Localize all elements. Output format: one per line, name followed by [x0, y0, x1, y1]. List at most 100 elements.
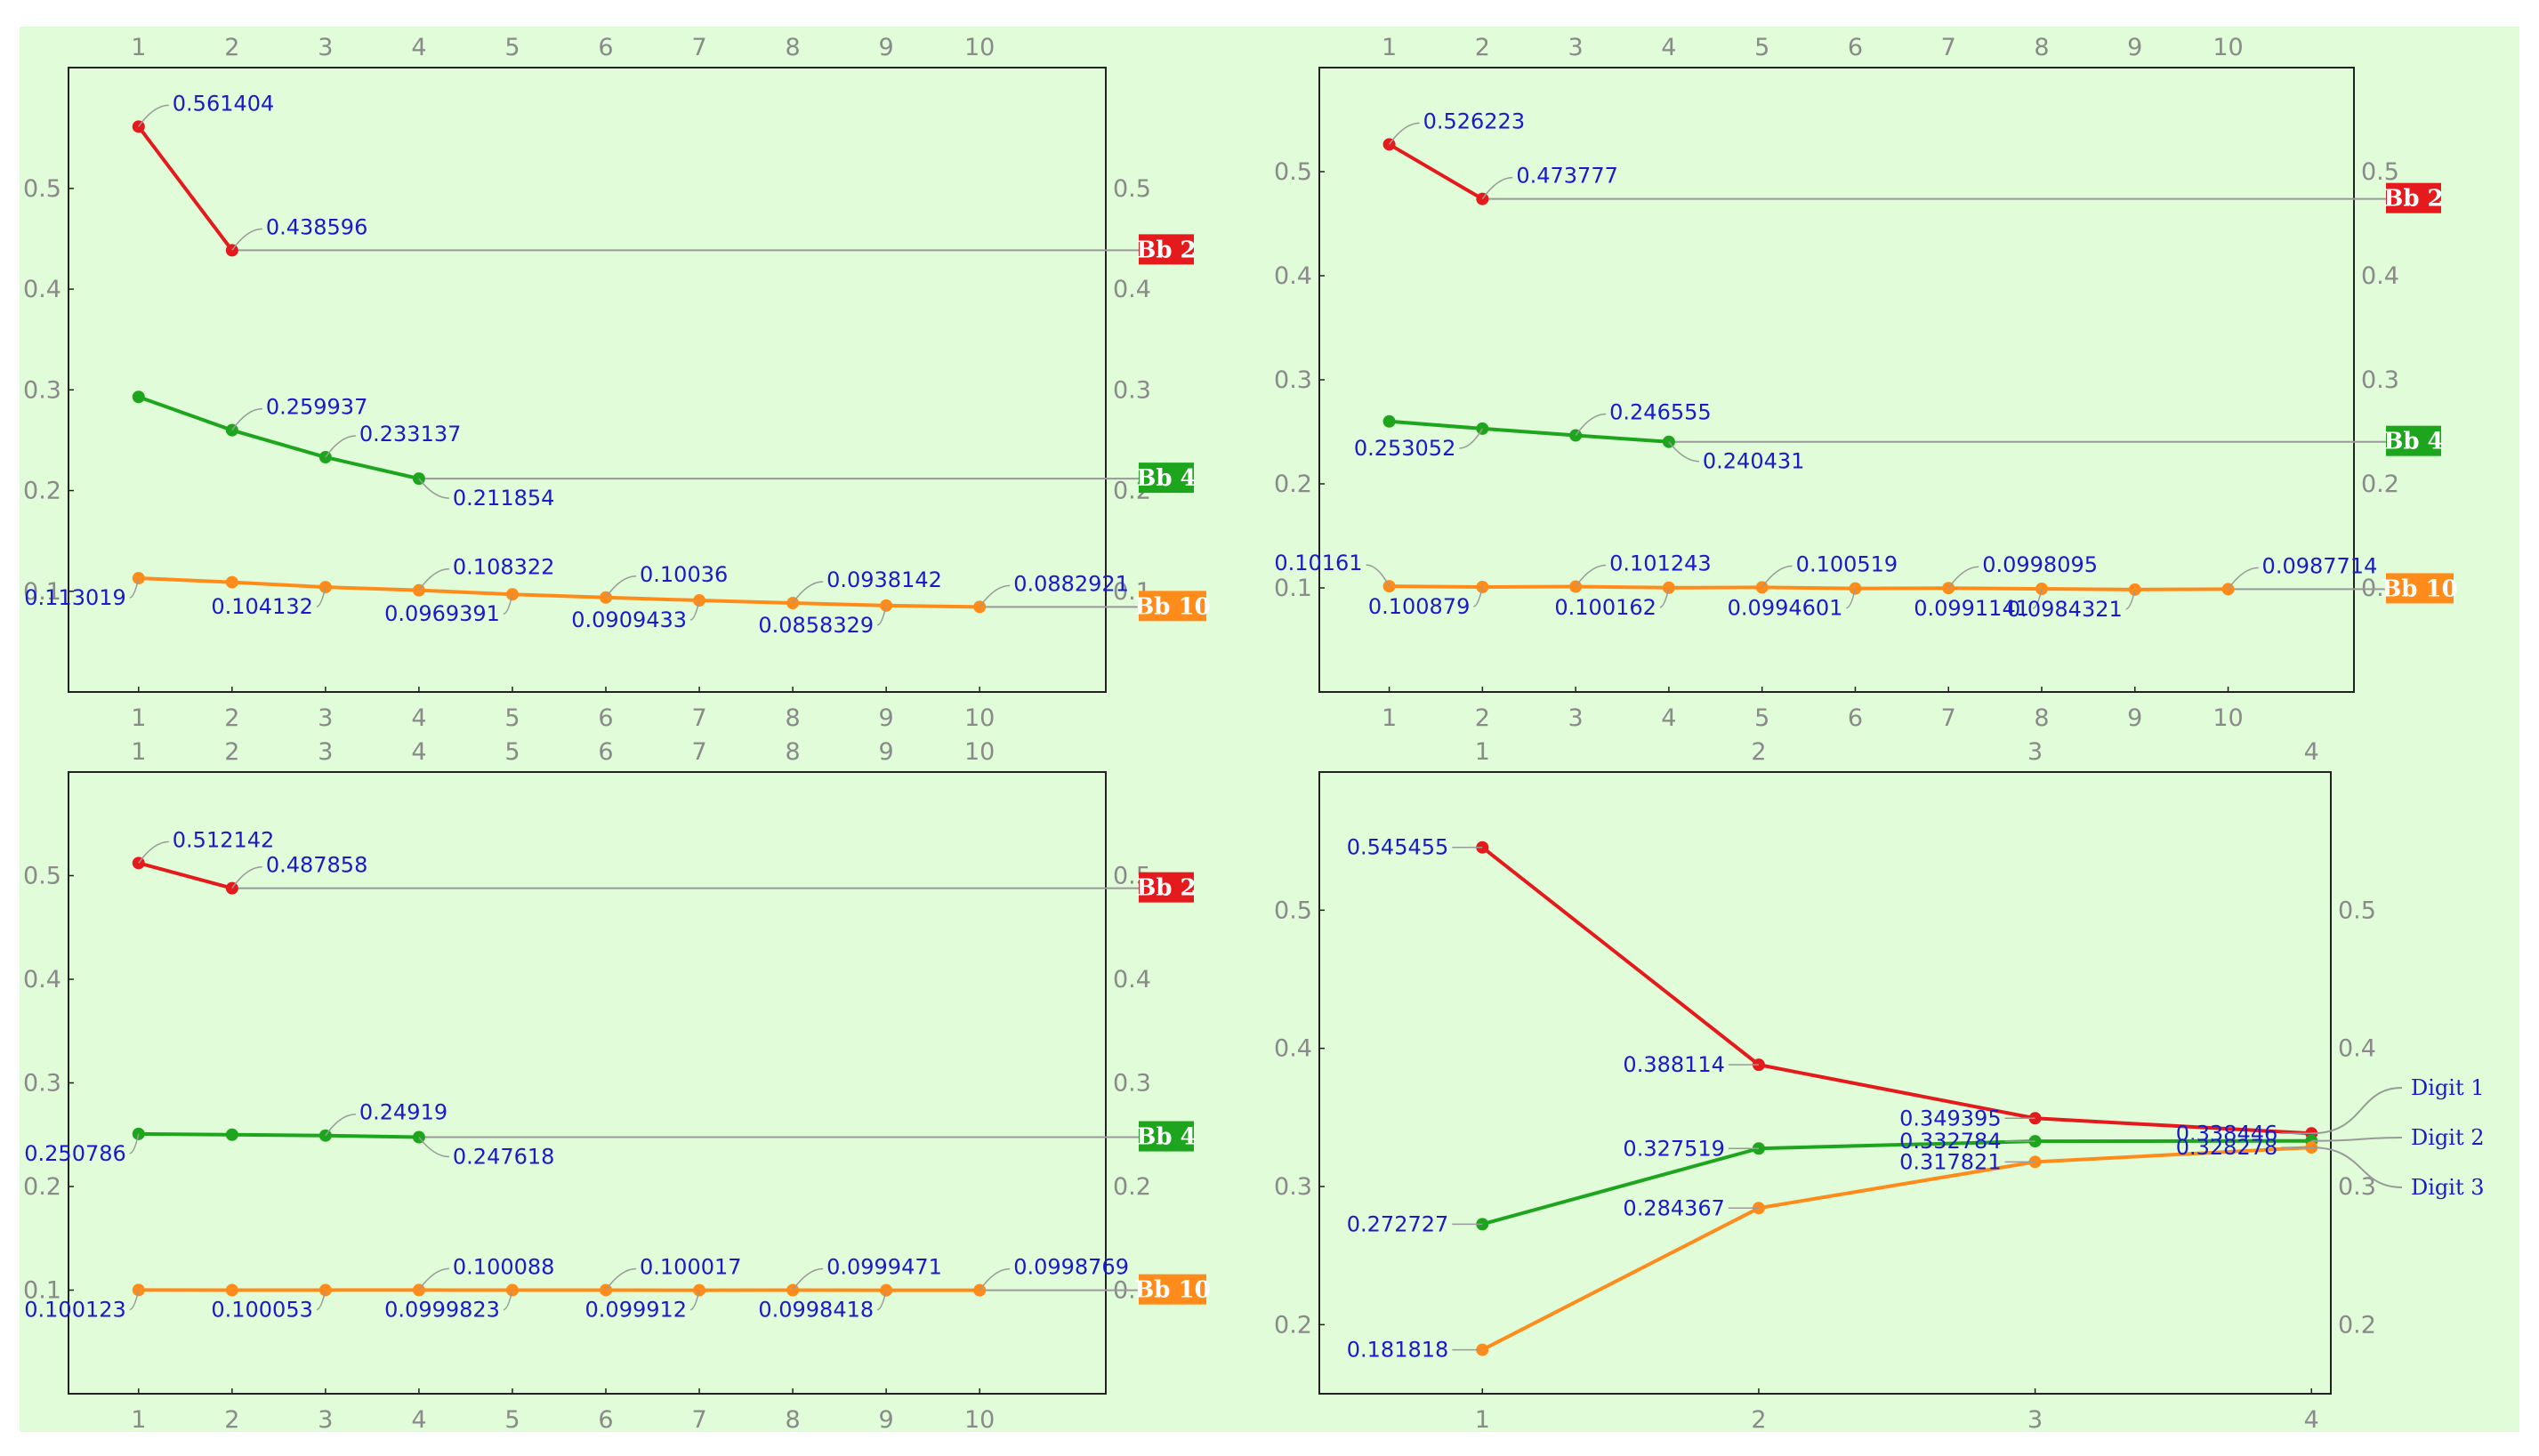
- data-label: 0.332784: [1899, 1129, 2002, 1154]
- series-line: [138, 576, 980, 609]
- data-label-leader: [979, 1267, 1011, 1291]
- data-label: 0.100519: [1796, 551, 1898, 576]
- series-line: [1481, 1138, 2312, 1227]
- y-tick-label-left: 0.5: [1274, 897, 1312, 924]
- x-tick-label-bottom: 1: [131, 704, 146, 732]
- series-tag-label: Digit 1: [2411, 1075, 2485, 1100]
- y-tick-label-left: 0.4: [23, 276, 61, 303]
- data-label: 0.0999823: [384, 1298, 500, 1323]
- x-tick-label-bottom: 1: [131, 1406, 146, 1434]
- data-label: 0.100123: [24, 1297, 126, 1322]
- data-label: 0.0938142: [826, 567, 942, 592]
- x-tick-label-bottom: 2: [224, 704, 239, 732]
- y-tick-label-left: 0.5: [1274, 158, 1312, 186]
- series-line: [138, 861, 233, 890]
- x-tick-label-bottom: 6: [1848, 704, 1863, 732]
- data-label: 0.0998769: [1013, 1255, 1129, 1280]
- x-tick-label-bottom: 3: [318, 704, 333, 732]
- x-tick-label-bottom: 3: [1568, 704, 1584, 732]
- data-label: 0.0994601: [1728, 596, 1843, 621]
- data-label-leader: [129, 577, 140, 599]
- x-tick-label-top: 2: [224, 738, 239, 766]
- data-label: 0.101243: [1609, 551, 1712, 576]
- data-label-leader: [1575, 564, 1607, 587]
- y-tick-label-right: 0.4: [2361, 262, 2399, 290]
- x-tick-label-top: 9: [879, 738, 894, 766]
- x-tick-label-bottom: 3: [318, 1406, 333, 1434]
- data-label-leader: [138, 841, 169, 864]
- x-tick-label-bottom: 1: [1475, 1406, 1490, 1434]
- x-tick-label-top: 8: [786, 738, 801, 766]
- y-tick-label-left: 0.2: [23, 1173, 61, 1201]
- series-tag-box: [1139, 872, 1194, 903]
- x-tick-label-bottom: 5: [504, 1406, 520, 1434]
- x-tick-label-top: 3: [318, 34, 333, 61]
- series-bb-2: 0.526223 0.473777 Bb 2: [1382, 109, 2444, 213]
- data-label-leader: [2125, 589, 2136, 610]
- plot-frame: [68, 67, 1107, 693]
- x-tick-label-bottom: 5: [504, 704, 520, 732]
- x-tick-label-bottom: 8: [2034, 704, 2049, 732]
- series-tag-label: Bb 4: [2383, 429, 2443, 455]
- x-tick-label-top: 3: [1568, 34, 1584, 61]
- plot-frame: [1318, 771, 2332, 1395]
- data-point: [225, 1128, 238, 1141]
- data-label: 0.526223: [1423, 109, 1526, 133]
- y-tick-label-left: 0.4: [1274, 1035, 1312, 1063]
- series-line: [1481, 1146, 2312, 1352]
- x-tick-label-bottom: 7: [691, 704, 706, 732]
- data-label: 0.473777: [1516, 164, 1618, 189]
- series-line: [1389, 584, 2229, 591]
- x-tick-label-top: 5: [504, 34, 520, 61]
- data-label-leader: [1659, 587, 1670, 608]
- x-tick-label-top: 10: [2213, 34, 2243, 61]
- data-label: 0.561404: [173, 91, 275, 116]
- data-label-leader: [876, 1290, 887, 1311]
- data-label: 0.438596: [266, 214, 368, 239]
- y-tick-label-right: 0.4: [2338, 1035, 2376, 1063]
- x-tick-label-bottom: 8: [786, 1406, 801, 1434]
- data-label: 0.487858: [266, 853, 368, 878]
- x-tick-label-bottom: 9: [2127, 704, 2142, 732]
- x-tick-label-top: 6: [598, 34, 613, 61]
- series-tag-label: Bb 4: [1136, 465, 1196, 492]
- data-label-leader: [1473, 586, 1484, 607]
- x-tick-label-top: 1: [1382, 34, 1397, 61]
- data-label-leader: [231, 407, 262, 431]
- data-label: 0.284367: [1623, 1195, 1725, 1220]
- x-tick-label-top: 4: [2304, 738, 2319, 766]
- x-tick-label-bottom: 1: [1382, 704, 1397, 732]
- series-tag-label: Bb 2: [1136, 875, 1196, 902]
- figure-background: [20, 27, 2519, 1432]
- x-tick-label-top: 6: [598, 738, 613, 766]
- y-tick-label-left: 0.3: [23, 1070, 61, 1098]
- data-label-leader: [1481, 176, 1513, 200]
- data-label-leader: [325, 435, 356, 458]
- x-tick-label-bottom: 7: [691, 1406, 706, 1434]
- data-label-leader: [2032, 588, 2043, 609]
- data-label-leader: [1761, 565, 1793, 588]
- data-label: 0.100162: [1554, 595, 1656, 620]
- series-tag-label: Digit 3: [2411, 1175, 2485, 1200]
- data-label-leader: [418, 1137, 449, 1158]
- data-label: 0.0909433: [571, 607, 687, 632]
- x-tick-label-top: 1: [1475, 738, 1490, 766]
- y-tick-label-left: 0.2: [1274, 471, 1312, 498]
- x-tick-label-top: 2: [1475, 34, 1490, 61]
- data-label: 0.246555: [1609, 400, 1712, 425]
- y-tick-label-left: 0.5: [23, 175, 61, 203]
- x-tick-label-top: 9: [879, 34, 894, 61]
- series-line: [138, 1131, 419, 1139]
- data-label: 0.10036: [640, 562, 728, 587]
- series-leader-line: [2311, 1087, 2403, 1135]
- series-tag-box: [1139, 463, 1194, 494]
- series-digit-2: 0.272727 0.327519 0.332784 Digit 2: [1347, 1125, 2485, 1236]
- data-label-leader: [231, 865, 262, 889]
- data-label-leader: [316, 1290, 326, 1311]
- data-label: 0.181818: [1347, 1338, 1449, 1363]
- data-label: 0.250786: [24, 1141, 126, 1166]
- data-label-leader: [325, 1113, 356, 1137]
